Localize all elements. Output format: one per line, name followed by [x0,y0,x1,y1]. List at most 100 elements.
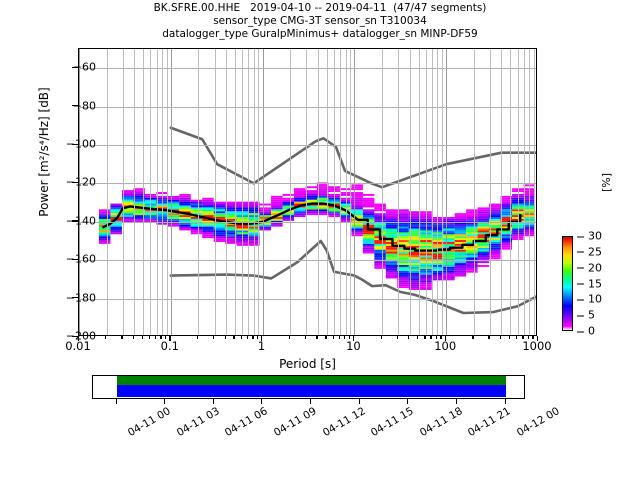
ppsd-histogram-cell [397,272,409,275]
ppsd-histogram-cell [408,261,421,264]
ppsd-histogram-cell [408,245,421,248]
ppsd-histogram-cell [477,215,490,217]
grid-line-vertical [258,49,260,335]
ppsd-histogram-cell [408,238,421,241]
ppsd-histogram-cell [489,232,501,235]
ppsd-histogram-cell [489,236,501,239]
ppsd-histogram-cell [179,205,191,208]
ppsd-histogram-cell [443,243,455,246]
ppsd-histogram-cell [489,213,501,216]
ppsd-histogram-cell [202,236,214,239]
ppsd-histogram-cell [489,251,501,254]
ppsd-histogram-cell [489,224,501,227]
ppsd-histogram-cell [190,222,203,225]
x-tick-mark-minor [380,336,382,339]
ppsd-histogram-cell [385,270,398,273]
ppsd-histogram-cell [225,203,237,206]
ppsd-histogram-cell [362,240,375,242]
ppsd-histogram-cell [397,222,409,225]
ppsd-histogram-cell [397,228,409,231]
ppsd-histogram-cell [489,257,501,260]
ppsd-histogram-cell [213,232,226,235]
ppsd-histogram-cell [121,211,134,214]
grid-line-horizontal [79,183,536,185]
ppsd-histogram-cell [397,209,409,212]
grid-line-vertical [253,49,255,335]
ppsd-histogram-cell [489,211,501,214]
ppsd-histogram-cell [271,201,283,204]
ppsd-histogram-cell [351,234,363,237]
ppsd-histogram-cell [179,197,191,200]
ppsd-histogram-cell [500,213,513,216]
y-axis-label: Power [m²/s⁴/Hz] [dB] [37,87,51,217]
ppsd-plot-area[interactable] [78,48,537,336]
ppsd-histogram-cell [477,228,490,231]
ppsd-histogram-cell [351,215,363,217]
grid-line-vertical [533,49,535,335]
y-tick-mark [72,220,78,222]
ppsd-histogram-cell [397,270,409,273]
data-coverage-strip[interactable] [92,375,525,399]
ppsd-histogram-cell [362,205,375,208]
ppsd-histogram-cell [489,203,501,206]
grid-line-vertical [242,49,244,335]
ppsd-histogram-cell [477,255,490,258]
ppsd-histogram-cell [385,272,398,275]
ppsd-histogram-cell [408,243,421,246]
ppsd-histogram-cell [500,195,513,198]
ppsd-histogram-cell [397,284,409,287]
ppsd-histogram-cell [443,222,455,225]
x-tick-mark-minor [408,336,410,339]
ppsd-histogram-cell [362,193,375,196]
ppsd-histogram-cell [362,213,375,216]
ppsd-histogram-cell [385,251,398,254]
ppsd-histogram-cell [374,207,386,210]
ppsd-histogram-cell [489,249,501,252]
ppsd-histogram-cell [385,234,398,237]
timeline-tick-mark [115,399,117,404]
ppsd-histogram-cell [443,268,455,271]
ppsd-histogram-cell [397,236,409,239]
ppsd-histogram-cell [121,195,134,198]
series-nlnm-line [169,239,536,315]
ppsd-histogram-cell [374,251,386,254]
ppsd-histogram-cell [294,213,306,216]
ppsd-histogram-cell [500,217,513,219]
ppsd-histogram-cell [397,268,409,271]
ppsd-histogram-cell [454,228,467,231]
ppsd-histogram-cell [213,207,226,210]
ppsd-histogram-cell [477,257,490,260]
colorbar-tick-label: 0 [588,324,595,338]
x-tick-mark-minor [338,336,340,339]
ppsd-histogram-cell [271,213,283,216]
ppsd-histogram-cell [454,274,467,277]
y-tick-label: −100 [65,137,96,151]
ppsd-histogram-cell [466,218,478,221]
ppsd-histogram-cell [225,218,237,221]
ppsd-histogram-cell [133,197,145,200]
ppsd-histogram-cell [408,288,421,290]
x-tick-mark-major [536,336,538,341]
ppsd-histogram-cell [477,213,490,216]
ppsd-histogram-cell [179,209,191,212]
ppsd-histogram-cell [385,261,398,264]
grid-line-vertical [345,49,347,335]
ppsd-histogram-cell [466,236,478,239]
ppsd-histogram-cell [408,278,421,281]
timeline-tick-label: 04-11 18 [417,405,465,440]
colorbar-tick: 10 [577,294,602,305]
ppsd-histogram-cell [362,211,375,214]
ppsd-histogram-cell [477,261,490,264]
ppsd-histogram-cell [190,213,203,216]
x-tick-mark-minor [325,336,327,339]
ppsd-histogram-cell [500,199,513,202]
ppsd-histogram-cell [225,226,237,229]
ppsd-histogram-cell [466,215,478,217]
ppsd-histogram-cell [282,215,295,217]
x-tick-mark-minor [522,336,524,339]
ppsd-histogram-cell [225,209,237,212]
ppsd-histogram-cell [316,195,329,198]
ppsd-histogram-cell [271,207,283,210]
ppsd-histogram-cell [408,222,421,225]
grid-line-vertical [166,49,168,335]
